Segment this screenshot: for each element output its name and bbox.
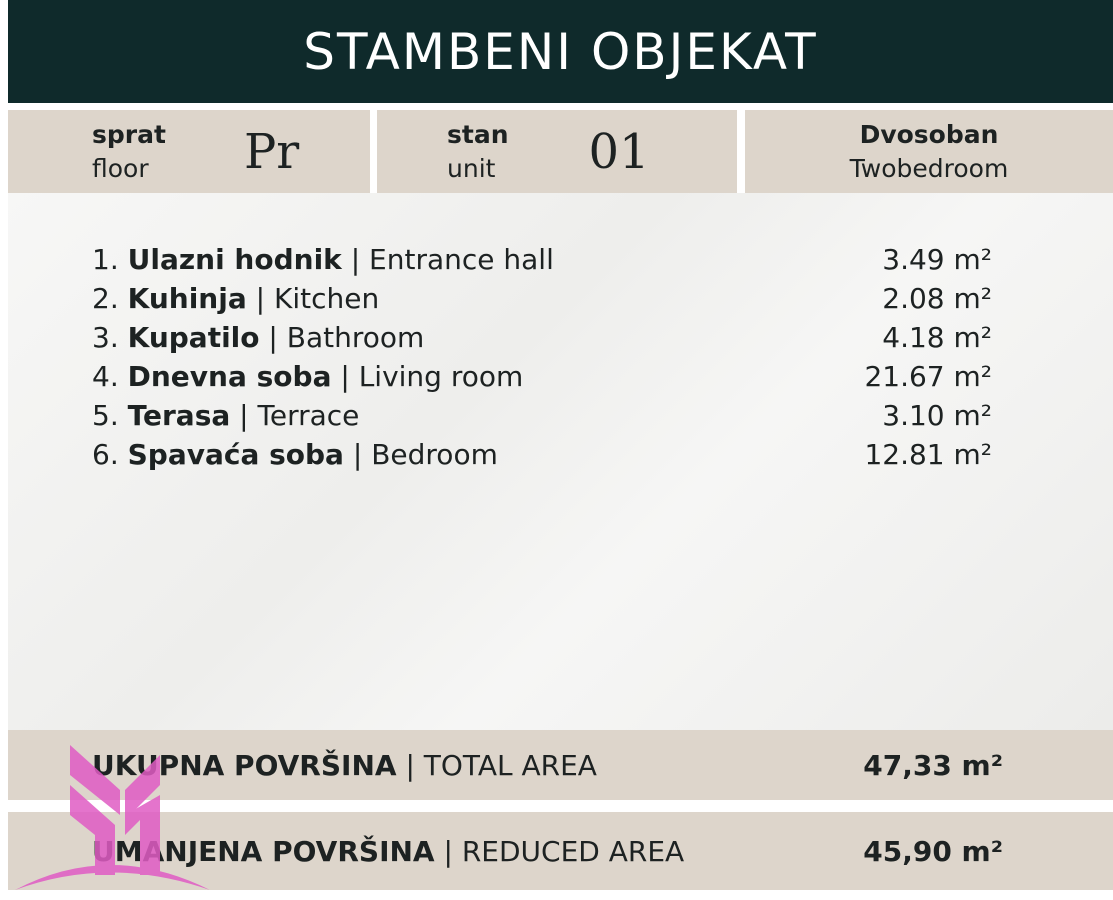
room-name: 4. Dnevna soba | Living room bbox=[92, 360, 524, 393]
room-area: 3.49 m² bbox=[882, 243, 992, 276]
room-area: 12.81 m² bbox=[864, 438, 992, 471]
room-row: 5. Terasa | Terrace 3.10 m² bbox=[92, 396, 992, 435]
total-label-en: TOTAL AREA bbox=[423, 748, 597, 782]
room-row: 4. Dnevna soba | Living room 21.67 m² bbox=[92, 357, 992, 396]
room-area: 21.67 m² bbox=[864, 360, 992, 393]
room-area: 3.10 m² bbox=[882, 399, 992, 432]
reduced-area-row: UMANJENA POVRŠINA | REDUCED AREA 45,90 m… bbox=[8, 812, 1113, 890]
total-area-row: UKUPNA POVRŠINA | TOTAL AREA 47,33 m² bbox=[8, 730, 1113, 800]
unit-cell: stan unit 01 bbox=[377, 110, 737, 193]
room-name: 6. Spavaća soba | Bedroom bbox=[92, 438, 498, 471]
room-row: 6. Spavaća soba | Bedroom 12.81 m² bbox=[92, 435, 992, 474]
type-label-sr: Dvosoban bbox=[859, 119, 999, 149]
room-list: 1. Ulazni hodnik | Entrance hall 3.49 m² 2… bbox=[92, 240, 992, 474]
marble-background bbox=[8, 193, 1113, 733]
room-name: 5. Terasa | Terrace bbox=[92, 399, 360, 432]
room-area: 4.18 m² bbox=[882, 321, 992, 354]
total-value: 47,33 m² bbox=[863, 748, 1003, 782]
floor-cell: sprat floor Pr bbox=[8, 110, 370, 193]
unit-label-sr: stan bbox=[447, 119, 509, 149]
room-area: 2.08 m² bbox=[882, 282, 992, 315]
room-row: 1. Ulazni hodnik | Entrance hall 3.49 m² bbox=[92, 240, 992, 279]
room-row: 3. Kupatilo | Bathroom 4.18 m² bbox=[92, 318, 992, 357]
room-name: 2. Kuhinja | Kitchen bbox=[92, 282, 380, 315]
floor-value: Pr bbox=[243, 123, 300, 180]
logo-watermark bbox=[15, 745, 210, 890]
floor-label-en: floor bbox=[92, 153, 149, 183]
type-label-en: Twobedroom bbox=[849, 153, 1009, 183]
reduced-label-en: REDUCED AREA bbox=[461, 834, 685, 868]
type-cell: Dvosoban Twobedroom bbox=[745, 110, 1113, 193]
room-name: 3. Kupatilo | Bathroom bbox=[92, 321, 425, 354]
room-row: 2. Kuhinja | Kitchen 2.08 m² bbox=[92, 279, 992, 318]
page-title: STAMBENI OBJEKAT bbox=[8, 0, 1113, 103]
unit-label-en: unit bbox=[447, 153, 496, 183]
floor-label-sr: sprat bbox=[92, 119, 166, 149]
unit-value: 01 bbox=[588, 123, 650, 180]
room-name: 1. Ulazni hodnik | Entrance hall bbox=[92, 243, 554, 276]
reduced-value: 45,90 m² bbox=[863, 834, 1003, 868]
